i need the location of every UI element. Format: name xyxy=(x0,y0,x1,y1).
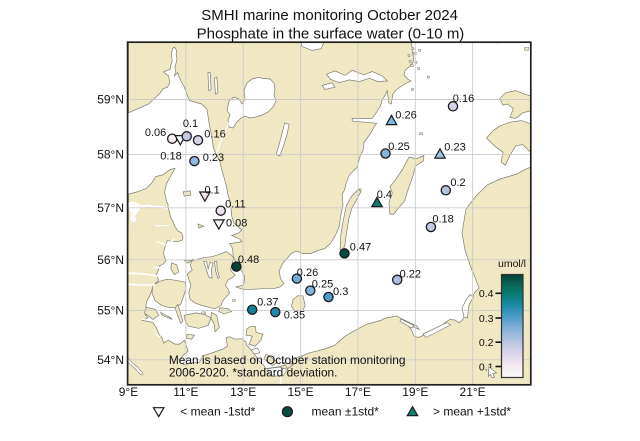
svg-text:0.08: 0.08 xyxy=(226,218,247,230)
svg-text:0.4: 0.4 xyxy=(479,288,494,300)
svg-text:umol/l: umol/l xyxy=(498,258,526,270)
svg-text:17°E: 17°E xyxy=(345,385,371,399)
svg-text:56°N: 56°N xyxy=(97,253,124,267)
svg-text:0.47: 0.47 xyxy=(350,242,371,254)
svg-text:mean ±1std*: mean ±1std* xyxy=(312,404,380,418)
svg-text:0.18: 0.18 xyxy=(432,214,453,226)
svg-text:0.06: 0.06 xyxy=(145,127,166,139)
svg-text:0.18: 0.18 xyxy=(160,150,181,162)
svg-text:19°E: 19°E xyxy=(402,385,428,399)
svg-text:0.4: 0.4 xyxy=(377,189,392,201)
svg-text:2006-2020. *standard deviation: 2006-2020. *standard deviation. xyxy=(169,365,338,379)
svg-text:0.16: 0.16 xyxy=(453,93,474,105)
svg-text:0.25: 0.25 xyxy=(312,278,333,290)
svg-text:57°N: 57°N xyxy=(97,201,124,215)
svg-text:Mean is based on October stati: Mean is based on October station monitor… xyxy=(169,353,406,367)
svg-text:58°N: 58°N xyxy=(97,148,124,162)
svg-text:15°E: 15°E xyxy=(288,385,314,399)
svg-text:0.3: 0.3 xyxy=(333,286,348,298)
svg-text:55°N: 55°N xyxy=(97,304,124,318)
svg-text:9°E: 9°E xyxy=(119,385,138,399)
svg-text:SMHI marine monitoring October: SMHI marine monitoring October 2024 xyxy=(201,7,458,24)
svg-text:0.22: 0.22 xyxy=(400,269,421,281)
svg-text:0.2: 0.2 xyxy=(479,337,494,349)
svg-text:0.23: 0.23 xyxy=(444,142,465,154)
svg-text:0.35: 0.35 xyxy=(284,309,305,321)
svg-text:54°N: 54°N xyxy=(97,353,124,367)
svg-text:> mean +1std*: > mean +1std* xyxy=(433,404,511,418)
svg-text:0.26: 0.26 xyxy=(297,267,318,279)
svg-text:0.26: 0.26 xyxy=(395,110,416,122)
svg-text:0.1: 0.1 xyxy=(204,185,219,197)
svg-text:0.37: 0.37 xyxy=(257,296,278,308)
svg-text:0.25: 0.25 xyxy=(388,141,409,153)
svg-text:21°E: 21°E xyxy=(460,385,486,399)
svg-text:59°N: 59°N xyxy=(97,93,124,107)
svg-text:0.3: 0.3 xyxy=(479,313,494,325)
svg-text:< mean -1std*: < mean -1std* xyxy=(180,404,255,418)
svg-text:0.16: 0.16 xyxy=(204,129,225,141)
svg-text:0.1: 0.1 xyxy=(183,118,198,130)
svg-text:0.48: 0.48 xyxy=(238,254,259,266)
svg-text:0.2: 0.2 xyxy=(450,177,465,189)
svg-text:0.11: 0.11 xyxy=(225,198,246,210)
svg-text:13°E: 13°E xyxy=(230,385,256,399)
svg-text:Phosphate in the surface water: Phosphate in the surface water (0-10 m) xyxy=(197,26,465,43)
svg-text:11°E: 11°E xyxy=(173,385,198,399)
svg-text:0.23: 0.23 xyxy=(203,152,224,164)
